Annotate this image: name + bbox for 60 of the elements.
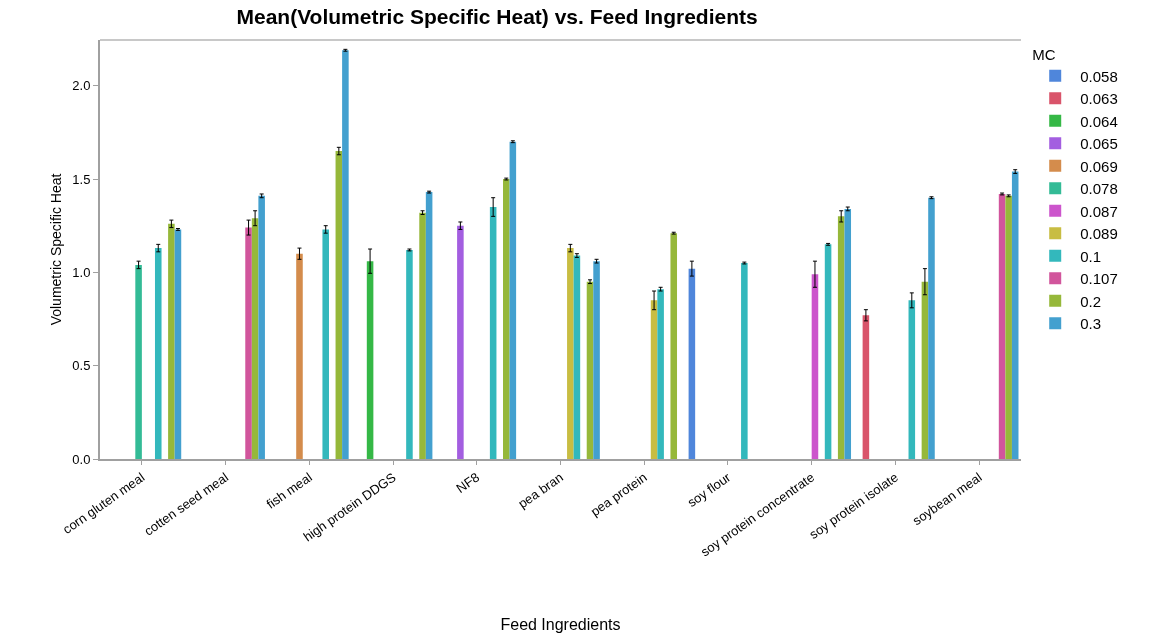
- bar: [650, 300, 658, 459]
- bar: [335, 151, 343, 459]
- y-tick-label: 1.5: [72, 171, 91, 187]
- bar: [258, 195, 265, 459]
- bar: [844, 208, 852, 459]
- bar: [688, 268, 696, 459]
- y-axis-title: Volumetric Specific Heat: [48, 173, 64, 326]
- bar: [567, 248, 574, 459]
- bar: [135, 264, 142, 459]
- y-tick-label: 1.0: [72, 264, 91, 280]
- x-tick-label: soy flour: [684, 469, 734, 511]
- bar: [824, 244, 832, 459]
- x-tick-label: pea bran: [515, 469, 566, 512]
- bar: [174, 229, 182, 459]
- legend-label: 0.064: [1080, 112, 1118, 130]
- y-tick-label: 0.0: [72, 451, 91, 467]
- bar: [509, 141, 517, 459]
- legend-label: 0.089: [1080, 225, 1118, 243]
- bar: [657, 289, 664, 459]
- chart-title: Mean(Volumetric Specific Heat) vs. Feed Ingredients: [236, 5, 758, 29]
- bar: [928, 197, 935, 459]
- bar: [154, 248, 162, 459]
- bar: [837, 216, 845, 459]
- bar: [322, 229, 329, 459]
- bar: [908, 300, 916, 459]
- bar: [406, 249, 413, 459]
- bar: [251, 218, 259, 459]
- bar: [503, 179, 510, 459]
- bar: [1005, 195, 1012, 459]
- legend-label: 0.058: [1080, 67, 1118, 85]
- legend-label: 0.2: [1080, 292, 1102, 310]
- legend-label: 0.078: [1080, 180, 1118, 198]
- legend-title: MC: [1032, 45, 1056, 63]
- bar: [670, 233, 678, 459]
- bar: [862, 315, 870, 459]
- bar: [168, 223, 175, 459]
- bar: [457, 225, 464, 459]
- legend-label: 0.1: [1080, 247, 1102, 265]
- bar: [419, 212, 426, 459]
- legend-label: 0.063: [1080, 90, 1118, 108]
- bar: [573, 255, 581, 459]
- bar: [593, 261, 600, 459]
- legend-label: 0.3: [1080, 315, 1102, 333]
- bar: [489, 207, 497, 459]
- bar: [425, 192, 433, 459]
- bar: [296, 253, 303, 459]
- x-axis-title: Feed Ingredients: [500, 615, 621, 633]
- bar: [586, 281, 594, 459]
- legend-label: 0.069: [1080, 157, 1118, 175]
- bar: [342, 50, 349, 459]
- legend-label: 0.087: [1080, 202, 1118, 220]
- legend-label: 0.065: [1080, 135, 1118, 153]
- bar: [998, 193, 1006, 459]
- bar: [245, 227, 252, 459]
- legend-label: 0.107: [1080, 270, 1118, 288]
- bar: [1011, 171, 1019, 459]
- bar: [741, 263, 748, 459]
- x-tick-label: NF8: [453, 469, 483, 496]
- y-tick-label: 0.5: [72, 358, 91, 374]
- y-tick-label: 2.0: [72, 78, 91, 94]
